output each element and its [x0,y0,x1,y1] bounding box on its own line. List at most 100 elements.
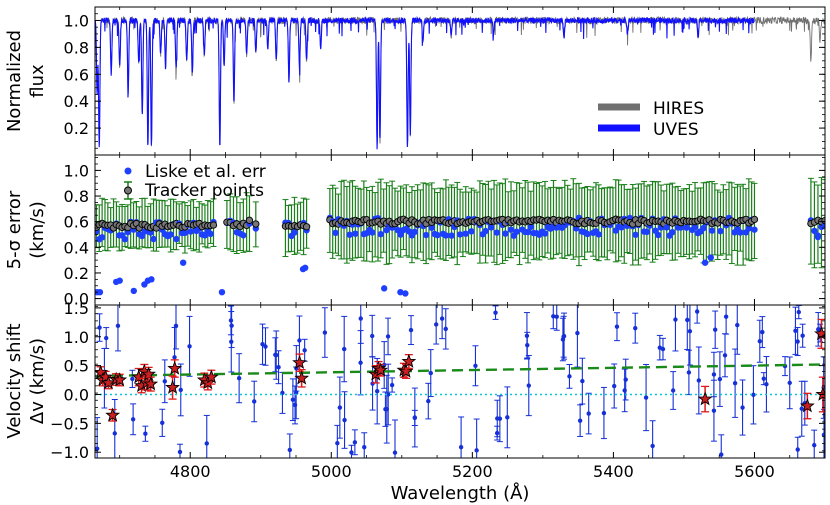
shift-point [385,334,391,339]
shift-point [643,395,649,400]
star-point [292,354,307,370]
shift-point [443,326,448,332]
liske-point [448,232,455,239]
error-legend: Liske et al. err Tracker points [124,162,266,201]
shift-point [685,317,690,323]
shift-point [712,327,718,332]
shift-point [722,353,728,358]
shift-point [103,335,109,341]
shift-point [335,440,340,446]
y-tick-label: 1.0 [64,161,89,180]
shift-point [554,314,559,319]
flux-legend: HIRES UVES [598,99,704,140]
y-tick-label: 0.2 [64,264,89,283]
liske-point [377,230,385,238]
shift-point [696,378,702,383]
liske-point [240,232,247,239]
liske-point [218,288,226,296]
shift-point [341,346,347,352]
liske-point [187,228,194,235]
shift-point [297,338,302,343]
x-tick-label: 5400 [593,462,634,481]
liske-point [507,226,515,233]
y-tick-label: 0.8 [64,187,89,206]
star-point [294,370,310,385]
shift-point [800,333,805,338]
liske-point [291,229,298,236]
liske-point [482,227,489,235]
tracker-point [209,221,218,229]
shift-point [796,309,801,315]
shift-point [352,440,358,445]
shift-point [260,342,265,347]
panel-frame-shift [94,304,826,459]
liske-point [745,225,753,232]
ylabel-velocity-line1: Velocity shift [4,323,25,438]
shift-point [374,388,380,394]
shift-point [575,330,580,336]
y-tick-label: 1.5 [64,299,89,318]
liske-point [708,227,716,234]
shift-point [386,392,391,397]
shift-point [322,330,328,335]
liske-point [422,231,430,239]
star-point [398,363,414,378]
liske-point [411,228,418,236]
shift-point [392,450,398,455]
legend-marker-tracker [124,186,132,195]
shift-point [495,416,500,421]
shift-point [162,379,167,384]
liske-point [434,231,441,239]
axis-ticks: 0.2 0.4 0.6 0.8 1.0 0.0 0.2 0.4 0.6 0.8 1.0 −1.0 −0.… [50,7,826,481]
liske-point [428,224,435,231]
shift-point [173,323,179,329]
star-point [697,391,713,406]
shift-point [760,329,765,335]
shift-point [426,398,431,404]
shift-point [276,365,281,370]
liske-point [201,232,209,239]
shift-point [236,376,242,381]
shift-point [735,322,740,328]
liske-point [717,227,724,235]
liske-point [632,231,639,238]
x-tick-label: 5600 [734,462,775,481]
liske-point [397,288,404,296]
error-panel-data [95,177,825,297]
shift-point [751,392,756,398]
shift-point [577,418,583,423]
y-tick-label: 0.0 [64,290,89,309]
y-tick-label: 0.8 [64,38,89,57]
liske-point [179,259,187,266]
panel-frame-flux [94,6,826,156]
liske-point [663,224,670,231]
star-point [373,362,389,377]
shift-point [787,380,792,386]
liske-point [130,287,137,295]
shift-point [761,376,767,381]
liske-point [707,254,714,261]
shift-point [612,383,617,389]
shift-point [204,441,209,446]
shift-point [567,374,572,379]
shift-point [389,382,395,388]
star-point [105,407,121,422]
liske-point [116,277,123,284]
shift-point [670,388,676,393]
shift-point [795,447,800,452]
liske-point [527,223,535,231]
liske-point [700,224,707,232]
star-point [143,376,159,391]
shift-point [525,342,530,348]
shift-point [177,449,183,455]
shift-point [711,372,717,377]
liske-point [96,288,104,296]
shift-point [493,310,498,315]
y-tick-label: 0.0 [64,385,89,404]
shift-point [383,406,388,412]
x-tick-label: 4800 [170,462,211,481]
legend-label-liske: Liske et al. err [145,162,266,182]
star-point [799,398,815,413]
shift-point [292,402,298,408]
